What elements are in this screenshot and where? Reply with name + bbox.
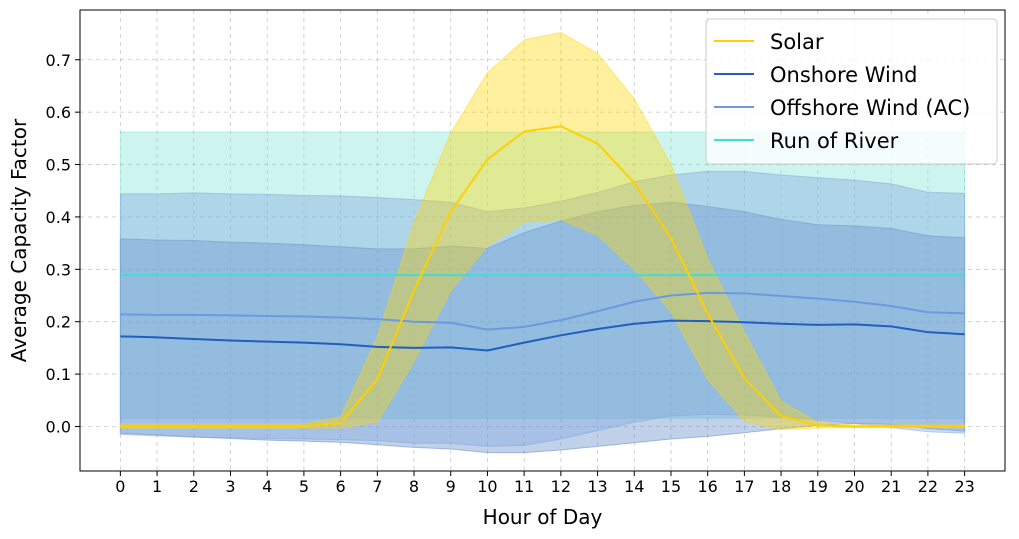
x-tick-label: 4 xyxy=(262,477,272,496)
x-tick-label: 15 xyxy=(661,477,681,496)
legend-label: Offshore Wind (AC) xyxy=(770,96,970,120)
y-tick-label: 0.3 xyxy=(46,260,71,279)
x-tick-label: 22 xyxy=(918,477,938,496)
x-tick-label: 14 xyxy=(624,477,644,496)
x-tick-label: 2 xyxy=(189,477,199,496)
x-axis-ticks: 0 1 2 3 4 5 6 7 8 9 10 11 12 13 14 15 16 17 18 19 20 21 22 23 xyxy=(115,471,975,496)
legend: Solar Onshore Wind Offshore Wind (AC) Run o… xyxy=(705,18,998,165)
line-offshore-wind-ac xyxy=(120,291,965,331)
y-tick-label: 0.4 xyxy=(46,208,71,227)
x-tick-label: 9 xyxy=(446,477,456,496)
x-tick-label: 10 xyxy=(477,477,497,496)
x-tick-label: 18 xyxy=(771,477,791,496)
x-tick-label: 11 xyxy=(514,477,534,496)
y-tick-label: 0.6 xyxy=(46,103,71,122)
y-tick-label: 0.5 xyxy=(46,156,71,175)
band-offshore-wind-ac xyxy=(119,170,966,447)
x-tick-label: 16 xyxy=(697,477,717,496)
y-tick-label: 0.1 xyxy=(46,365,71,384)
x-tick-label: 5 xyxy=(299,477,309,496)
x-tick-label: 19 xyxy=(808,477,828,496)
x-tick-label: 12 xyxy=(551,477,571,496)
y-tick-label: 0.2 xyxy=(46,313,71,332)
legend-box xyxy=(705,18,998,165)
x-axis-label: Hour of Day xyxy=(483,505,603,529)
x-tick-label: 0 xyxy=(115,477,125,496)
y-tick-label: 0.7 xyxy=(46,51,71,70)
band-solar xyxy=(119,32,966,431)
legend-label: Run of River xyxy=(770,129,899,153)
series-lines xyxy=(120,125,965,428)
x-tick-label: 21 xyxy=(881,477,901,496)
y-axis-label: Average Capacity Factor xyxy=(7,118,31,362)
legend-label: Solar xyxy=(770,30,824,54)
y-tick-label: 0.0 xyxy=(46,417,71,436)
x-tick-label: 17 xyxy=(734,477,754,496)
x-tick-label: 8 xyxy=(409,477,419,496)
y-axis-ticks: 0.0 0.1 0.2 0.3 0.4 0.5 0.6 0.7 xyxy=(46,51,80,436)
x-tick-label: 7 xyxy=(372,477,382,496)
x-tick-label: 3 xyxy=(225,477,235,496)
x-tick-label: 23 xyxy=(954,477,974,496)
x-tick-label: 1 xyxy=(152,477,162,496)
x-tick-label: 20 xyxy=(844,477,864,496)
line-onshore-wind xyxy=(120,319,965,352)
x-tick-label: 13 xyxy=(587,477,607,496)
line-solar xyxy=(120,125,965,428)
x-tick-label: 6 xyxy=(336,477,346,496)
plot-frame xyxy=(79,9,1006,472)
legend-label: Onshore Wind xyxy=(770,63,917,87)
